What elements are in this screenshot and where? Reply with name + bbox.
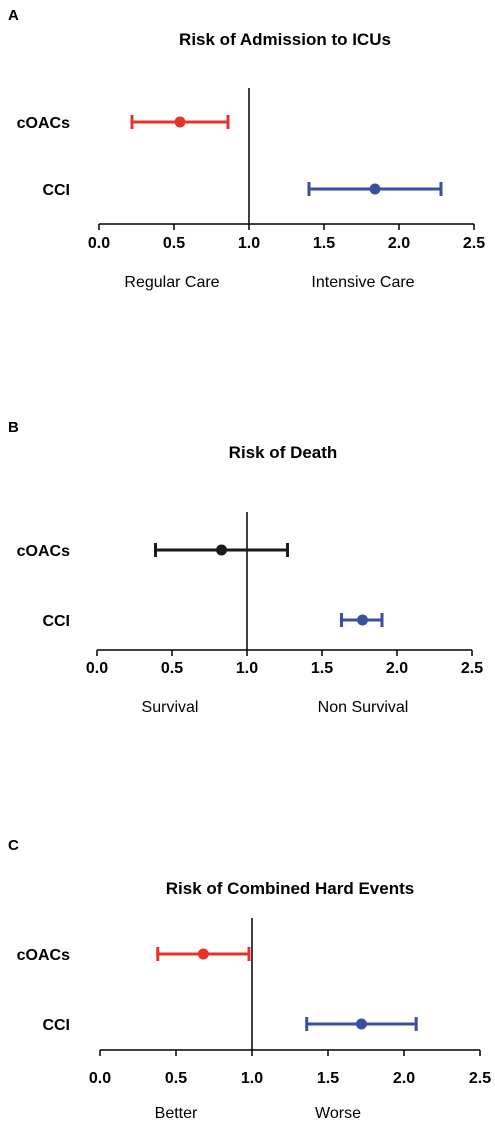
x-tick-label: 2.0 [393,1070,415,1087]
x-tick-label: 1.0 [241,1070,263,1087]
row-label: cOACs [17,947,70,964]
point-estimate [174,116,186,128]
x-tick-label: 1.5 [313,235,335,252]
point-estimate [369,183,381,195]
row-label: cOACs [17,115,70,132]
forest-row-coacs: cOACs [17,115,230,132]
x-tick-label: 2.5 [463,235,485,252]
panel-letter: A [8,7,19,24]
row-label: cOACs [17,543,70,560]
forest-panel-c: C Risk of Combined Hard Events 0.0 0.5 1.0 1.… [8,837,491,1121]
chart-title: Risk of Admission to ICUs [179,30,391,49]
interpretation-left-label: Survival [142,699,199,716]
x-tick-label: 1.5 [317,1070,339,1087]
x-tick-label: 0.5 [163,235,185,252]
x-tick-label: 0.0 [88,235,110,252]
interpretation-left-label: Better [155,1105,198,1121]
forest-row-cci: CCI [42,1017,418,1034]
x-tick-label: 1.0 [236,660,258,677]
interpretation-right-label: Worse [315,1105,361,1121]
chart-title: Risk of Death [229,443,338,462]
point-estimate [355,1018,367,1030]
x-tick-label: 2.5 [469,1070,491,1087]
x-tick-label: 0.5 [161,660,183,677]
row-label: CCI [42,613,70,630]
panel-letter: B [8,419,19,436]
row-label: CCI [42,1017,70,1034]
forest-panel-a: A Risk of Admission to ICUs 0.0 0.5 1.0 1.5 2.… [8,7,485,291]
point-estimate [357,614,368,626]
interpretation-right-label: Intensive Care [311,274,414,291]
x-tick-label: 2.0 [386,660,408,677]
point-estimate [197,948,209,960]
x-tick-label: 1.0 [238,235,260,252]
point-estimate [216,544,227,556]
x-tick-label: 1.5 [311,660,333,677]
forest-row-coacs: cOACs [17,947,251,964]
x-tick-label: 2.5 [461,660,483,677]
x-tick-label: 0.0 [89,1070,111,1087]
x-tick-label: 0.5 [165,1070,187,1087]
panel-letter: C [8,837,19,854]
forest-row-cci: CCI [42,182,443,199]
row-label: CCI [42,182,70,199]
interpretation-right-label: Non Survival [318,699,409,716]
forest-row-coacs: cOACs [17,543,289,560]
x-tick-label: 2.0 [388,235,410,252]
interpretation-left-label: Regular Care [124,274,219,291]
forest-panel-b: B Risk of Death 0.0 0.5 1.0 1.5 2.0 2.5 Survival… [8,419,483,716]
x-tick-label: 0.0 [86,660,108,677]
chart-title: Risk of Combined Hard Events [166,879,414,898]
forest-row-cci: CCI [42,613,384,630]
